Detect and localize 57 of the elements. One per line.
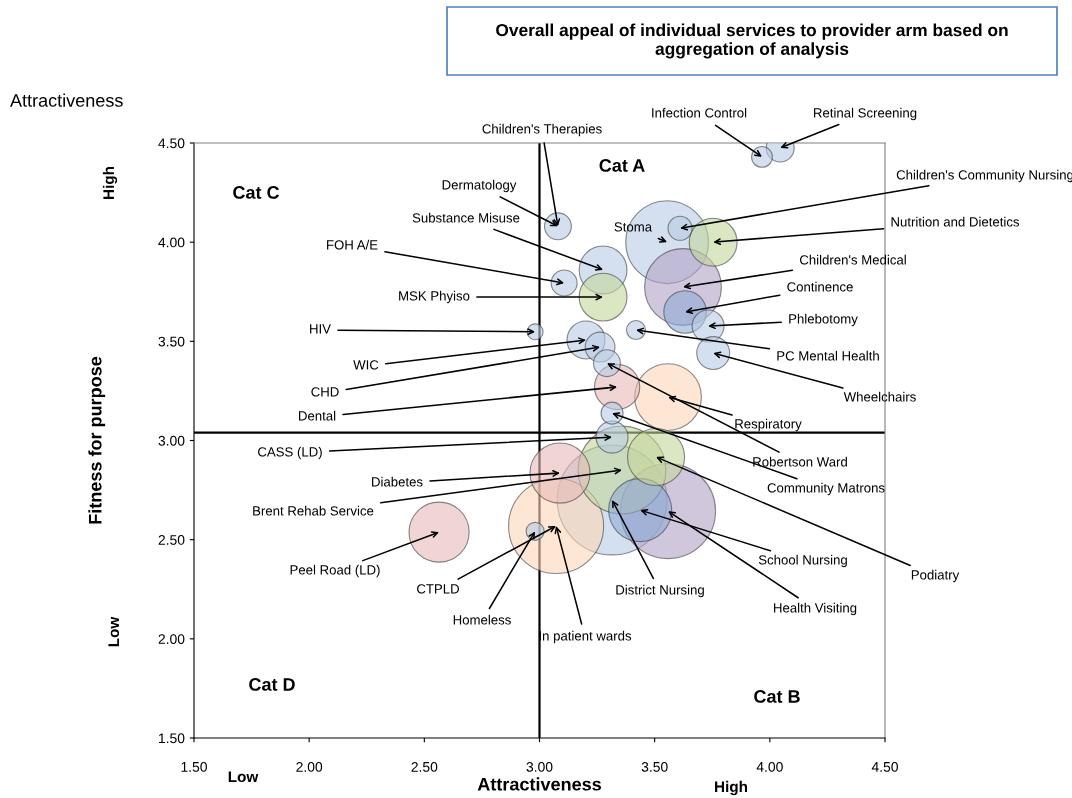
y-tick-label: 1.50 bbox=[159, 733, 185, 744]
annotation: Wheelchairs bbox=[843, 391, 916, 402]
annotation: Cat C bbox=[233, 186, 280, 199]
annotation: Infection Control bbox=[652, 107, 747, 118]
x-tick-label: 4.50 bbox=[871, 761, 898, 772]
x-tick-label: 2.00 bbox=[296, 761, 323, 772]
text: Low bbox=[108, 616, 120, 647]
annotation: Diabetes bbox=[372, 476, 423, 487]
annotation: Nutrition and Dietetics bbox=[891, 216, 1020, 227]
y-tick-label: 4.00 bbox=[158, 237, 185, 248]
annotation: CTPLD bbox=[417, 584, 459, 594]
y-tick-label: 2.00 bbox=[158, 634, 185, 644]
y-tick-label: 3.00 bbox=[158, 435, 185, 446]
x-tick-label: 2.50 bbox=[411, 761, 438, 772]
annotation: Children's Therapies bbox=[482, 123, 602, 137]
x-axis-title: Attractiveness bbox=[477, 777, 601, 791]
annotation: Dental bbox=[299, 410, 336, 421]
annotation: Podiatry bbox=[911, 569, 960, 583]
annotation: MSK Phyiso bbox=[399, 290, 470, 304]
annotation: Brent Rehab Service bbox=[253, 505, 374, 516]
annotation: Phlebotomy bbox=[789, 313, 858, 327]
x-tick-label: 3.00 bbox=[526, 761, 553, 772]
y-axis-title: Fitness for purpose bbox=[88, 356, 106, 524]
annotation: Peel Road (LD) bbox=[290, 564, 380, 578]
x-tick-label: 3.50 bbox=[641, 761, 668, 772]
annotation: Respiratory bbox=[735, 418, 802, 432]
annotation: Stoma bbox=[614, 222, 653, 232]
x-tick-label: 4.00 bbox=[756, 761, 783, 772]
annotation: PC Mental Health bbox=[777, 350, 879, 361]
annotation: Robertson Ward bbox=[753, 456, 847, 467]
annotation: HIV bbox=[310, 324, 331, 334]
annotation: School Nursing bbox=[758, 554, 847, 568]
annotation: CHD bbox=[311, 387, 339, 397]
text: Attractiveness bbox=[10, 93, 123, 107]
annotation: WIC bbox=[353, 360, 379, 370]
chart-title: Overall appeal of individual services to provider arm based on aggregation of analysis bbox=[496, 23, 1008, 59]
text: High bbox=[102, 166, 118, 199]
annotation: CASS (LD) bbox=[258, 446, 322, 460]
x-tick-label: 1.50 bbox=[181, 761, 207, 772]
annotation: FOH A/E bbox=[327, 239, 378, 250]
annotation: Cat D bbox=[249, 678, 295, 691]
y-tick-label: 4.50 bbox=[158, 138, 185, 149]
annotation: Health Visiting bbox=[774, 602, 857, 616]
annotation: Homeless bbox=[453, 614, 511, 625]
annotation: Community Matrons bbox=[767, 482, 885, 496]
annotation: Cat B bbox=[754, 690, 800, 703]
text: High bbox=[715, 780, 748, 796]
text: Low bbox=[228, 771, 259, 783]
annotation: Children's Medical bbox=[799, 254, 906, 265]
annotation: Cat A bbox=[599, 159, 645, 172]
annotation: Retinal Screening bbox=[814, 107, 917, 121]
annotation: Substance Misuse bbox=[412, 212, 520, 223]
y-tick-label: 2.50 bbox=[158, 535, 185, 545]
annotation: District Nursing bbox=[616, 584, 704, 598]
annotation: Dermatology bbox=[442, 179, 517, 193]
annotation: Continence bbox=[787, 281, 853, 292]
y-tick-label: 3.50 bbox=[158, 336, 185, 347]
